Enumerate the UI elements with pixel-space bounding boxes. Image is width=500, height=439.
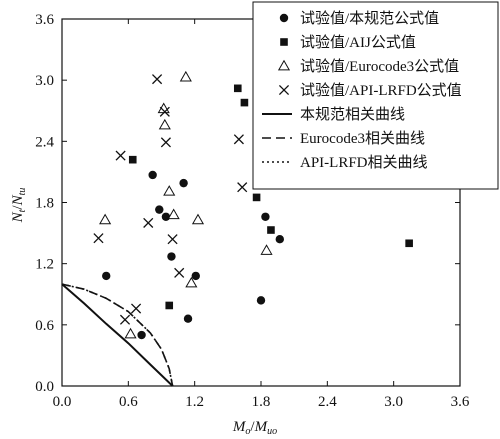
data-point-triangle [167,208,180,220]
x-tick-label: 2.4 [318,394,337,410]
y-tick-label: 0.6 [35,318,54,334]
legend-label: API-LRFD相关曲线 [300,154,428,171]
data-point-x-stroke [93,233,104,244]
data-point-triangle [124,327,137,339]
legend-marker-x-stroke [278,84,290,96]
legend-label: 本规范相关曲线 [300,106,405,123]
y-tick-label: 2.4 [35,134,54,150]
data-point-x-stroke [160,137,171,148]
data-point-circle [137,330,146,340]
legend-label: Eurocode3相关曲线 [300,130,425,147]
data-point-x [119,314,131,325]
legend-frame [252,1,499,190]
y-tick-label: 0.0 [35,379,54,395]
y-tick-label: 3.0 [35,73,54,89]
data-point-square [233,84,242,93]
data-point-x [167,234,178,245]
data-point-triangle [99,213,112,225]
data-point-x-stroke [152,74,163,85]
data-point-circle [155,205,164,214]
legend-marker-triangle [277,59,291,71]
data-point-circle [102,271,111,281]
data-point-triangle [191,213,205,225]
data-point-x-stroke [115,150,126,161]
data-point-x-stroke [119,314,131,325]
data-point-circle [148,170,157,180]
legend-marker-square [280,38,288,46]
data-point-circle [256,296,266,305]
x-tick-label: 1.2 [185,394,204,410]
data-point-x [174,267,185,278]
y-tick-label: 1.8 [35,196,54,212]
data-point-x-stroke [131,303,142,314]
x-tick-label: 1.8 [252,394,271,410]
data-point-x [152,74,163,85]
y-axis-label: Nt/Ntu [10,188,28,224]
data-point-x-stroke [159,106,170,117]
data-point-circle [191,271,200,281]
data-point-square [165,301,174,310]
data-point-circle [179,178,188,188]
data-point-x-stroke [143,217,154,228]
series-line-solid [61,283,174,387]
data-point-x-stroke [174,267,185,278]
y-tick-label: 3.6 [35,12,54,28]
legend-marker-x [278,84,290,96]
data-point-x [143,217,154,228]
data-point-x [233,134,244,145]
data-point-x [160,137,171,148]
data-point-x [131,303,142,314]
data-point-x-stroke [237,182,248,193]
x-tick-label: 0.0 [53,394,72,410]
data-point-circle [261,212,270,221]
y-tick-label: 1.2 [35,257,54,273]
data-point-x [93,233,104,244]
data-point-circle [161,212,171,221]
legend-label: 试验值/API-LRFD公式值 [300,82,462,99]
data-point-square [267,226,275,234]
x-tick-label: 3.6 [451,394,470,410]
plot-area [61,70,413,387]
data-point-square [240,98,249,107]
legend: 试验值/本规范公式值试验值/AIJ公式值试验值/Eurocode3公式值试验值/… [252,1,499,190]
x-tick-label: 0.6 [119,394,138,410]
data-point-circle [183,314,193,323]
legend-label: 试验值/本规范公式值 [300,10,439,27]
data-point-circle [167,252,176,261]
data-point-triangle [158,118,171,130]
data-point-triangle [179,70,192,82]
legend-label: 试验值/AIJ公式值 [300,34,416,51]
data-point-triangle [163,185,176,196]
axis-ticks: 0.0 0.6 1.2 1.8 2.4 3.0 3.6 0.0 0.6 1.2 1.8 2.4 3.0 3… [35,12,470,410]
data-point-square [128,155,137,164]
legend-label: 试验值/Eurocode3公式值 [300,58,459,75]
data-point-square [252,193,261,202]
x-tick-label: 3.0 [384,394,403,410]
data-point-x-stroke [233,134,244,145]
data-point-square [405,239,413,248]
data-point-x-stroke [167,234,178,245]
data-point-triangle [185,276,198,288]
data-point-triangle [260,244,273,255]
data-point-x [115,150,126,161]
series-line-dotted [61,283,174,387]
data-point-circle [275,235,284,244]
legend-marker-circle [279,13,289,23]
x-axis-label: Mo/Muo [232,419,277,437]
data-point-x [159,106,170,117]
data-point-x [237,182,248,193]
